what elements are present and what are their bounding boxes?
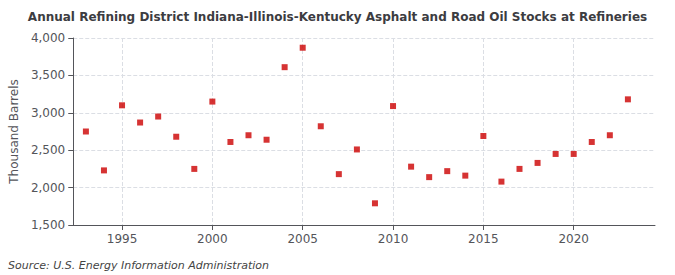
svg-text:2,500: 2,500: [31, 143, 65, 157]
svg-text:3,000: 3,000: [31, 106, 65, 120]
svg-text:2010: 2010: [378, 232, 409, 246]
svg-text:2005: 2005: [287, 232, 318, 246]
svg-text:2000: 2000: [197, 232, 228, 246]
svg-text:1,500: 1,500: [31, 218, 65, 232]
svg-text:3,500: 3,500: [31, 68, 65, 82]
svg-text:1995: 1995: [107, 232, 138, 246]
svg-text:Source: U.S. Energy Informatio: Source: U.S. Energy Information Administ…: [8, 259, 269, 272]
svg-text:4,000: 4,000: [31, 31, 65, 45]
svg-text:2,000: 2,000: [31, 181, 65, 195]
svg-text:Annual Refining District India: Annual Refining District Indiana-Illinoi…: [28, 10, 647, 24]
svg-text:2020: 2020: [558, 232, 589, 246]
svg-text:2015: 2015: [468, 232, 499, 246]
svg-text:Thousand Barrels: Thousand Barrels: [7, 79, 21, 184]
